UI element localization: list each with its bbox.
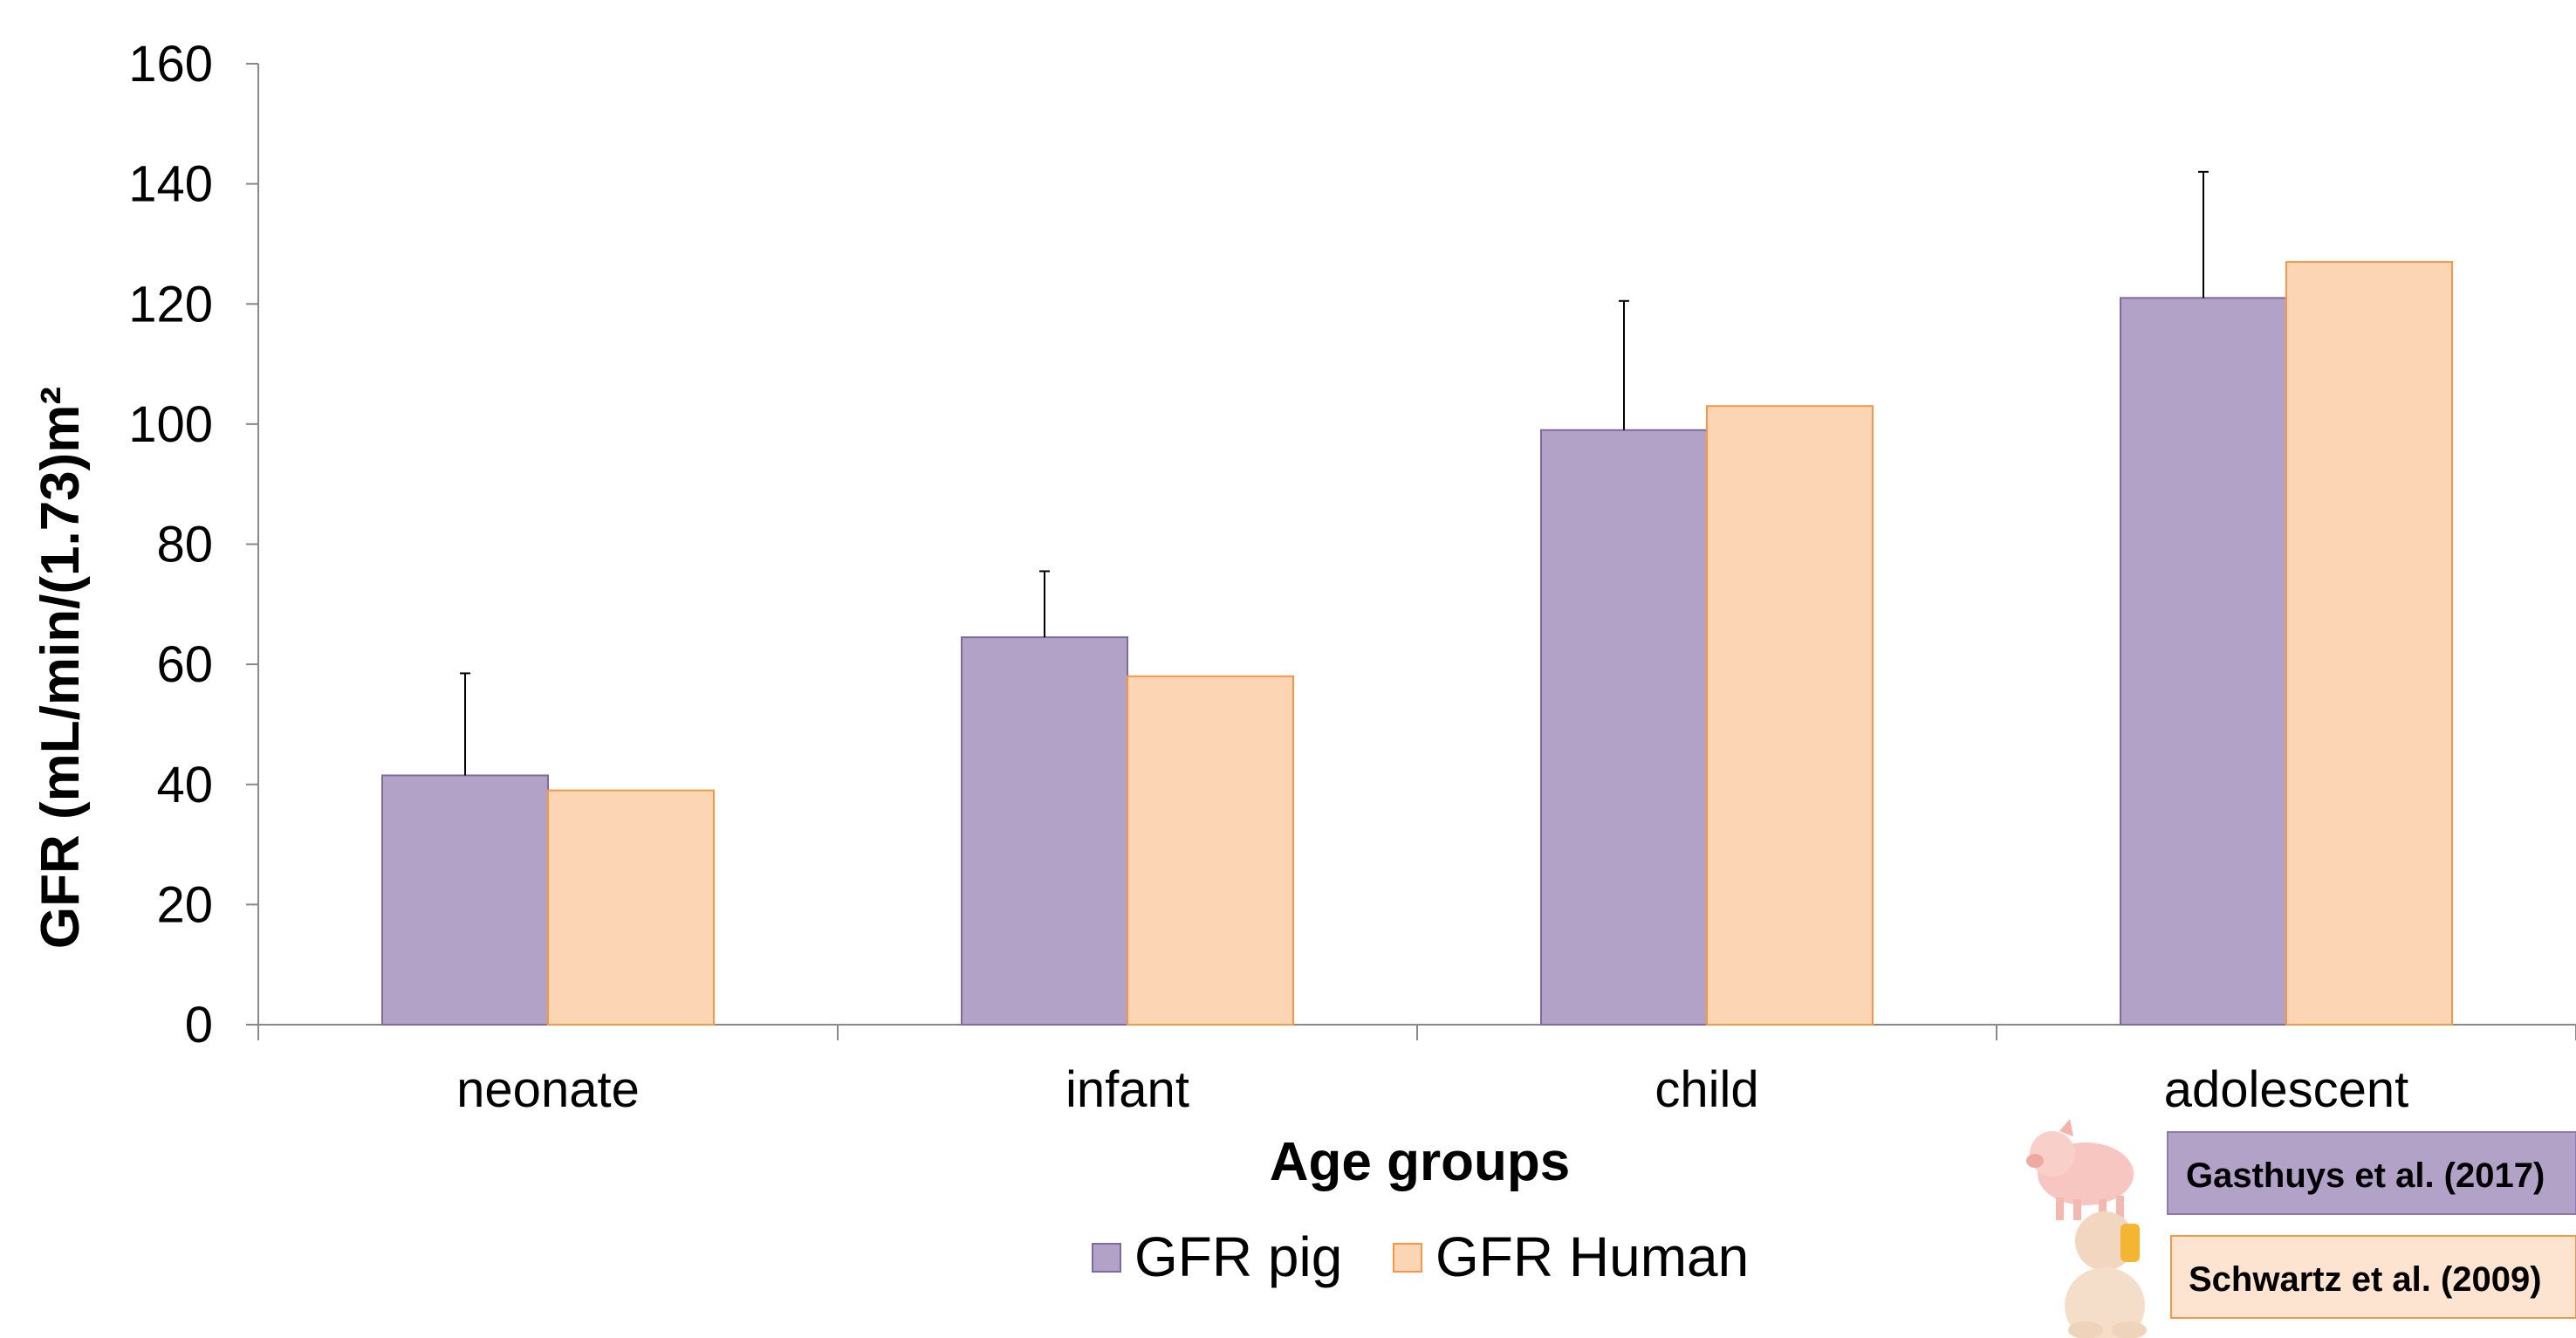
reference-label-pig: Gasthuys et al. (2017) — [2186, 1156, 2545, 1195]
legend-swatch-human — [1393, 1243, 1422, 1273]
bar-human-neonate — [547, 789, 715, 1026]
bar-pig-child — [1540, 429, 1708, 1026]
reference-baby: Schwartz et al. (2009) — [2065, 1211, 2576, 1338]
y-tick-label: 60 — [156, 636, 213, 693]
bar-pig-adolescent — [2120, 297, 2287, 1026]
x-axis-title: Age groups — [1270, 1132, 1570, 1192]
legend-label-human: GFR Human — [1435, 1225, 1749, 1288]
category-label-infant: infant — [1065, 1061, 1189, 1118]
bar-pig-neonate — [381, 774, 549, 1026]
y-tick-label: 80 — [156, 517, 213, 573]
category-label-neonate: neonate — [456, 1061, 640, 1118]
reference-label-human: Schwartz et al. (2009) — [2189, 1260, 2542, 1299]
bar-pig-infant — [961, 636, 1128, 1026]
y-tick-label: 120 — [128, 276, 213, 333]
category-labels: neonate infant child adolescent — [456, 1061, 2408, 1118]
reference-pig: Gasthuys et al. (2017) — [2026, 1119, 2576, 1220]
category-label-adolescent: adolescent — [2164, 1061, 2409, 1118]
y-tick-label: 160 — [128, 36, 213, 93]
legend-swatch-pig — [1092, 1243, 1121, 1273]
y-axis-ticks: 0 20 40 60 80 100 120 140 160 — [128, 36, 258, 1053]
baby-icon — [2065, 1211, 2147, 1338]
y-tick-label: 140 — [128, 156, 213, 213]
category-label-child: child — [1655, 1061, 1758, 1118]
bars-group — [381, 261, 2453, 1026]
legend-label-pig: GFR pig — [1134, 1225, 1342, 1288]
y-tick-label: 20 — [156, 876, 213, 933]
y-axis-title: GFR (mL/min/(1.73)m² — [31, 387, 91, 949]
reference-box-pig — [2167, 1131, 2576, 1215]
y-tick-label: 100 — [128, 396, 213, 453]
bar-human-infant — [1127, 675, 1294, 1026]
error-bars-group — [460, 170, 2209, 776]
pig-icon — [2026, 1119, 2134, 1220]
x-axis-ticks — [257, 1025, 2576, 1040]
reference-box-human — [2170, 1235, 2576, 1319]
legend: GFR pig GFR Human — [1092, 1225, 1749, 1288]
bar-human-adolescent — [2285, 261, 2453, 1026]
bar-human-child — [1706, 405, 1874, 1026]
y-tick-label: 0 — [185, 997, 213, 1053]
y-tick-label: 40 — [156, 757, 213, 813]
